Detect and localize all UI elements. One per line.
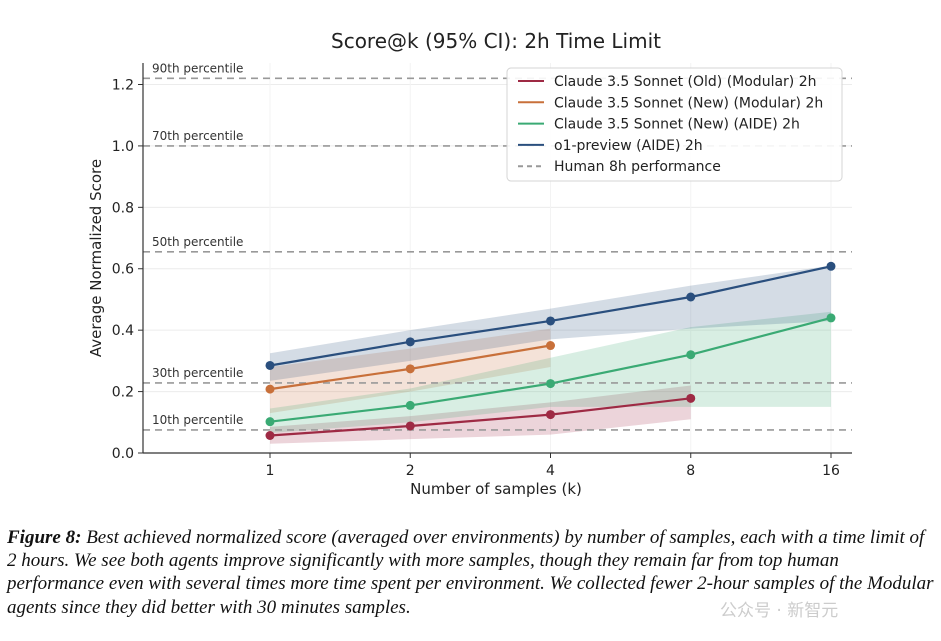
legend-label: Claude 3.5 Sonnet (New) (Modular) 2h [554,95,823,111]
x-tick-label: 16 [822,463,840,479]
legend: Claude 3.5 Sonnet (Old) (Modular) 2h Clau… [506,67,843,182]
series-lines [265,261,836,440]
data-point [686,350,696,360]
reference-line-label: 90th percentile [152,61,243,75]
legend-label: Claude 3.5 Sonnet (Old) (Modular) 2h [554,74,817,90]
x-tick-label: 8 [686,463,695,479]
data-point [405,337,415,347]
data-point [686,393,696,403]
y-tick-label: 1.2 [112,77,134,93]
x-tick-label: 2 [406,463,415,479]
y-tick-label: 1.0 [112,139,134,155]
data-point [546,410,555,420]
y-tick-label: 0.6 [112,262,134,278]
legend-box [506,67,843,182]
chart-title: Score@k (95% CI): 2h Time Limit [331,29,661,53]
data-point [546,341,555,351]
human-reference-lines: 90th percentile 70th percentile 50th perce… [143,61,852,431]
y-tick-label: 0.0 [112,446,134,462]
data-point [826,261,836,271]
legend-label: Claude 3.5 Sonnet (New) (AIDE) 2h [554,117,800,133]
reference-line-label: 30th percentile [152,366,243,380]
x-tick-label: 4 [546,463,555,479]
data-point [265,384,275,394]
data-point [405,421,415,431]
data-point [265,360,275,370]
figure-caption: Figure 8: Best achieved normalized score… [7,526,937,619]
legend-label: o1-preview (AIDE) 2h [554,138,703,154]
legend-label: Human 8h performance [554,159,721,175]
axes: 0.0 0.2 0.4 0.6 0.8 1.0 1.2 1 2 4 8 16 [112,63,852,479]
reference-line-label: 10th percentile [152,413,243,427]
y-axis-label: Average Normalized Score [87,159,105,357]
data-point [265,430,275,440]
y-tick-label: 0.2 [112,385,134,401]
score-at-k-chart: Score@k (95% CI): 2h Time Limit 90th per… [87,29,852,498]
data-point [546,379,555,389]
y-tick-label: 0.4 [112,323,134,339]
data-point [405,400,415,410]
series-line [269,397,691,437]
data-point [546,316,555,326]
reference-line-label: 50th percentile [152,235,243,249]
data-point [826,313,836,323]
data-point [405,364,415,374]
data-point [265,417,275,427]
x-axis-label: Number of samples (k) [410,480,582,498]
x-tick-label: 1 [266,463,275,479]
watermark: 公众号 · 新智元 [720,601,839,621]
reference-line-label: 70th percentile [152,129,243,143]
data-point [686,292,696,302]
caption-label: Figure 8: [7,527,82,548]
y-tick-label: 0.8 [112,200,134,216]
caption-text: Best achieved normalized score (averaged… [7,527,934,618]
